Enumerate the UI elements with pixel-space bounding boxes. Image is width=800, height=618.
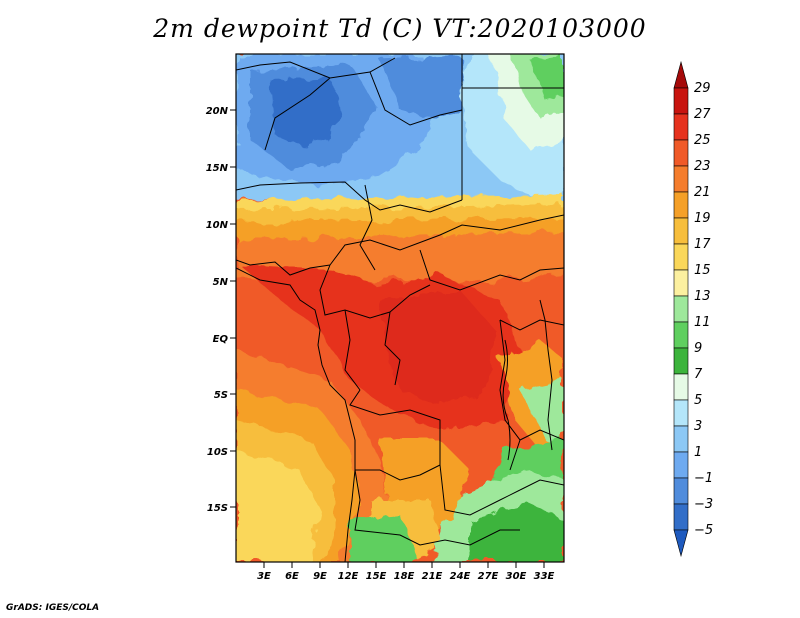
- colorbar-label: 9: [694, 341, 702, 356]
- colorbar-swatch: [673, 113, 689, 141]
- colorbar-swatch: [673, 373, 689, 401]
- colorbar-swatch: [673, 451, 689, 479]
- colorbar: 29 27 25 23 21 19 17 15 13 11 9 7 5 3 1 −1 −3 −5: [673, 60, 713, 558]
- dewpoint-field: [236, 54, 564, 562]
- colorbar-top-arrow: [673, 60, 689, 89]
- longitude-axis: 3E 6E 9E 12E 15E 18E 21E 24E 27E 30E 33E: [257, 562, 555, 582]
- lon-label: 24E: [450, 571, 471, 582]
- colorbar-label: 19: [694, 211, 711, 226]
- colorbar-label: −1: [694, 471, 713, 486]
- colorbar-label: 15: [694, 263, 711, 278]
- lat-label: 10N: [206, 220, 229, 231]
- map-frame: [235, 53, 565, 563]
- colorbar-swatch: [673, 425, 689, 453]
- colorbar-label: 11: [694, 315, 711, 330]
- lon-label: 3E: [257, 571, 271, 582]
- colorbar-label: −5: [694, 523, 713, 538]
- colorbar-label: 1: [694, 445, 702, 460]
- colorbar-swatch: [673, 217, 689, 245]
- lon-label: 6E: [285, 571, 299, 582]
- colorbar-swatch: [673, 503, 689, 531]
- lat-label: EQ: [213, 334, 229, 345]
- lon-label: 30E: [506, 571, 527, 582]
- colorbar-swatch: [673, 139, 689, 167]
- colorbar-label: 29: [694, 81, 711, 96]
- latitude-axis: 20N 15N 10N 5N EQ 5S 10S 15S: [206, 106, 236, 514]
- colorbar-label: 17: [694, 237, 711, 252]
- country-borders: [236, 54, 564, 562]
- colorbar-label: 27: [694, 107, 711, 122]
- lon-label: 12E: [338, 571, 359, 582]
- colorbar-swatch: [673, 165, 689, 193]
- colorbar-swatch: [673, 243, 689, 271]
- colorbar-label: 3: [694, 419, 702, 434]
- colorbar-bottom-arrow: [673, 529, 689, 558]
- lat-label: 5S: [214, 390, 228, 401]
- colorbar-label: −3: [694, 497, 713, 512]
- colorbar-label: 21: [694, 185, 711, 200]
- colorbar-label: 23: [694, 159, 711, 174]
- grads-credit: GrADS: IGES/COLA: [6, 603, 100, 613]
- lat-label: 15N: [206, 163, 229, 174]
- colorbar-swatch: [673, 269, 689, 297]
- colorbar-label: 25: [694, 133, 711, 148]
- colorbar-swatch: [673, 347, 689, 375]
- map-title: 2m dewpoint Td (C) VT:2020103000: [153, 14, 647, 43]
- lon-label: 15E: [366, 571, 387, 582]
- lon-label: 33E: [534, 571, 555, 582]
- lat-label: 10S: [207, 447, 228, 458]
- colorbar-label: 7: [694, 367, 703, 382]
- lon-label: 9E: [313, 571, 327, 582]
- colorbar-label: 13: [694, 289, 711, 304]
- colorbar-swatch: [673, 477, 689, 505]
- lon-label: 18E: [394, 571, 415, 582]
- colorbar-swatch: [673, 399, 689, 427]
- lat-label: 20N: [206, 106, 229, 117]
- lon-label: 21E: [422, 571, 443, 582]
- colorbar-swatch: [673, 295, 689, 323]
- colorbar-swatch: [673, 191, 689, 219]
- lat-label: 5N: [213, 277, 229, 288]
- colorbar-label: 5: [694, 393, 702, 408]
- lon-label: 27E: [478, 571, 499, 582]
- colorbar-swatch: [673, 321, 689, 349]
- lat-label: 15S: [207, 503, 228, 514]
- colorbar-swatch: [673, 87, 689, 115]
